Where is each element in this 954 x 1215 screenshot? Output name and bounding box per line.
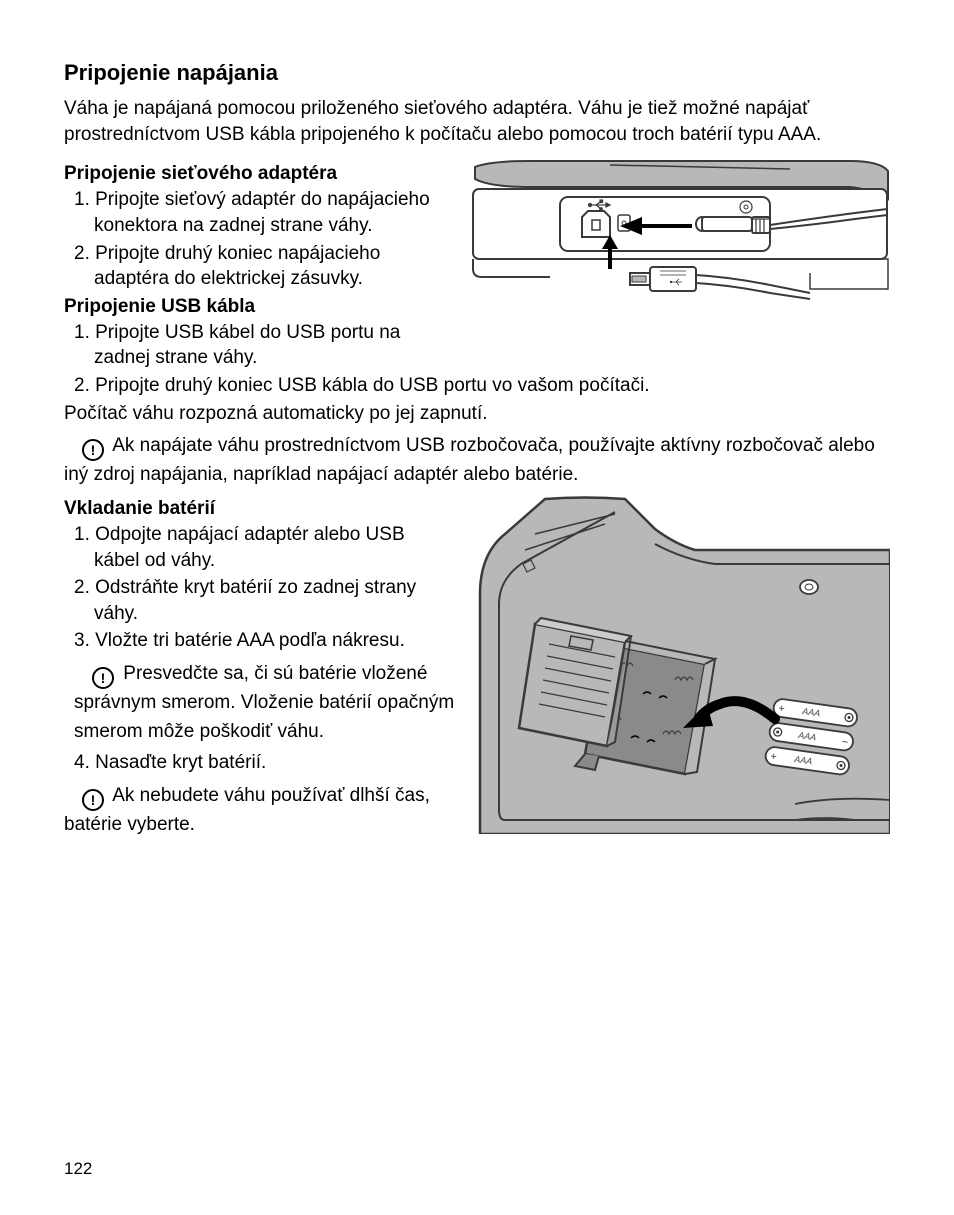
- adapter-heading: Pripojenie sieťového adaptéra: [64, 163, 450, 185]
- longtime-warning-text: Ak nebudete váhu používať dlhší čas, bat…: [64, 785, 430, 835]
- battery-heading: Vkladanie batérií: [64, 498, 455, 520]
- adapter-step-2: 2. Pripojte druhý koniec napájacieho ada…: [64, 241, 450, 292]
- battery-compartment-figure: AAA + AAA − AAA +: [475, 494, 890, 834]
- warning-icon: !: [82, 789, 104, 811]
- battery-step-1: 1. Odpojte napájací adaptér alebo USB ká…: [64, 522, 455, 573]
- warning-icon: !: [82, 439, 104, 461]
- polarity-warning: ! Presvedčte sa, či sú batérie vložené s…: [64, 660, 455, 746]
- usb-steps-continued: 2. Pripojte druhý koniec USB kábla do US…: [64, 373, 890, 399]
- polarity-warning-text: Presvedčte sa, či sú batérie vložené spr…: [74, 663, 454, 742]
- warning-icon: !: [92, 667, 114, 689]
- power-ports-figure: [470, 159, 890, 314]
- usb-step-1: 1. Pripojte USB kábel do USB portu na za…: [64, 320, 450, 371]
- battery-step-4: 4. Nasaďte kryt batérií.: [64, 750, 455, 776]
- usb-steps: 1. Pripojte USB kábel do USB portu na za…: [64, 320, 450, 371]
- battery-step-2: 2. Odstráňte kryt batérií zo zadnej stra…: [64, 575, 455, 626]
- usb-heading: Pripojenie USB kábla: [64, 296, 450, 318]
- battery-step-4-list: 4. Nasaďte kryt batérií.: [64, 750, 455, 776]
- adapter-steps: 1. Pripojte sieťový adaptér do napájacie…: [64, 187, 450, 292]
- battery-step-3: 3. Vložte tri batérie AAA podľa nákresu.: [64, 628, 455, 654]
- usb-auto-detect: Počítač váhu rozpozná automaticky po jej…: [64, 401, 890, 427]
- hub-warning-text: Ak napájate váhu prostredníctvom USB roz…: [64, 435, 875, 485]
- adapter-step-1: 1. Pripojte sieťový adaptér do napájacie…: [64, 187, 450, 238]
- intro-paragraph: Váha je napájaná pomocou priloženého sie…: [64, 96, 890, 147]
- page-number: 122: [64, 1159, 92, 1179]
- hub-warning: ! Ak napájate váhu prostredníctvom USB r…: [64, 432, 890, 490]
- battery-steps: 1. Odpojte napájací adaptér alebo USB ká…: [64, 522, 455, 654]
- usb-step-2: 2. Pripojte druhý koniec USB kábla do US…: [64, 373, 890, 399]
- longtime-warning: ! Ak nebudete váhu používať dlhší čas, b…: [64, 782, 455, 840]
- section-title: Pripojenie napájania: [64, 60, 890, 86]
